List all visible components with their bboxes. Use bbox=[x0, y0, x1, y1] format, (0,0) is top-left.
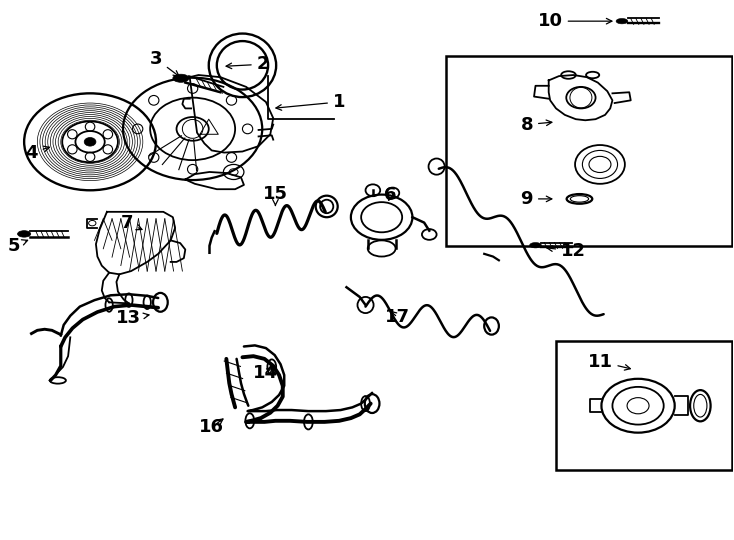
Text: 5: 5 bbox=[7, 237, 28, 255]
Text: 6: 6 bbox=[384, 186, 396, 204]
Text: 1: 1 bbox=[276, 93, 346, 111]
Text: 11: 11 bbox=[587, 353, 631, 370]
Text: 14: 14 bbox=[253, 364, 278, 382]
Text: 2: 2 bbox=[226, 55, 269, 73]
Ellipse shape bbox=[173, 74, 189, 82]
Text: 4: 4 bbox=[25, 144, 49, 161]
Text: 8: 8 bbox=[520, 116, 552, 133]
Bar bbox=[556, 341, 732, 470]
Text: 3: 3 bbox=[150, 50, 179, 76]
Text: 13: 13 bbox=[117, 309, 149, 327]
Bar bbox=[446, 56, 732, 246]
Text: 16: 16 bbox=[199, 418, 224, 436]
Text: 10: 10 bbox=[537, 12, 612, 30]
Ellipse shape bbox=[616, 18, 628, 24]
Text: 12: 12 bbox=[547, 242, 586, 260]
Text: 15: 15 bbox=[263, 185, 288, 206]
Ellipse shape bbox=[18, 231, 31, 237]
Text: 17: 17 bbox=[385, 308, 410, 326]
Ellipse shape bbox=[530, 242, 542, 248]
Text: 9: 9 bbox=[520, 190, 552, 208]
Circle shape bbox=[176, 117, 208, 141]
Circle shape bbox=[84, 138, 96, 146]
Text: 7: 7 bbox=[120, 214, 142, 232]
